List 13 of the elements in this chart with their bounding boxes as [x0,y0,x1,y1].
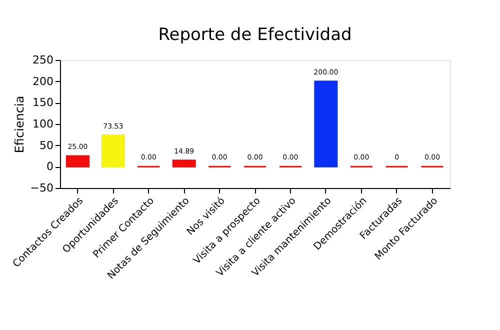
y-tick-label: 0 [46,160,54,174]
bar [66,155,90,168]
y-tick-label: 250 [32,54,54,66]
y-tick-label: 100 [32,118,54,130]
bar [172,160,196,168]
y-tick-label: 200 [32,74,54,88]
y-tick-label: 150 [32,96,54,110]
y-axis-title: Eficiencia [12,96,26,154]
y-tick-label: −50 [30,182,54,194]
bar [314,80,338,168]
bar [101,134,125,168]
chart-title: Reporte de Efectividad [158,25,352,45]
y-tick-label: 50 [40,138,54,152]
